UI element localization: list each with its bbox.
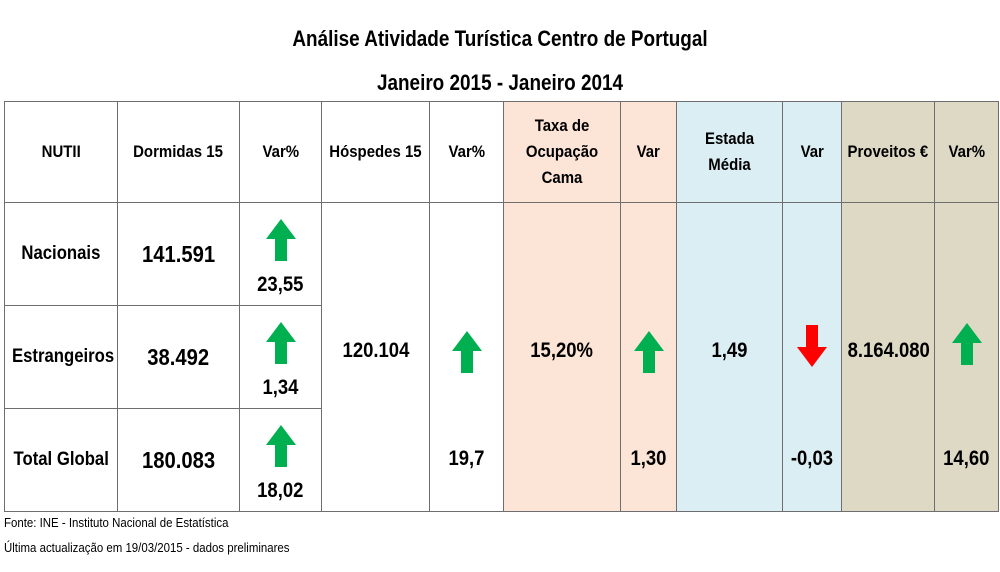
report-subtitle: Janeiro 2015 - Janeiro 2014	[376, 70, 624, 95]
proveitos-var: 14,60	[943, 447, 990, 470]
header-taxa: Taxa de Ocupação Cama	[503, 101, 621, 203]
footer-source: Fonte: INE - Instituto Nacional de Estat…	[4, 515, 229, 530]
row-label-total: Total Global	[4, 408, 118, 512]
taxa-value: 15,20%	[530, 339, 594, 362]
arrow-up-icon	[265, 425, 296, 467]
hospedes-var-cell: 19,7	[429, 202, 504, 512]
arrow-down-icon	[797, 325, 827, 367]
table-row: Total Global 180.083 18,02	[4, 408, 999, 512]
estrangeiros-dormidas: 38.492	[117, 305, 240, 409]
header-estada: Estada Média	[676, 101, 783, 203]
header-var-1: Var	[620, 101, 677, 203]
header-row: NUTII Dormidas 15 Var% Hóspedes 15 Var% …	[4, 101, 999, 203]
taxa-cell: 15,20%	[503, 202, 621, 512]
nacionais-dormidas: 141.591	[117, 202, 240, 306]
header-var-pct-2: Var%	[429, 101, 504, 203]
header-dormidas: Dormidas 15	[117, 101, 240, 203]
header-proveitos: Proveitos €	[841, 101, 935, 203]
taxa-var: 1,30	[630, 447, 667, 470]
header-var-pct-1: Var%	[239, 101, 322, 203]
estada-var: -0,03	[790, 447, 834, 470]
report-title: Análise Atividade Turística Centro de Po…	[292, 26, 708, 51]
table-row: Estrangeiros 38.492 1,34	[4, 305, 999, 409]
header-var-pct-3: Var%	[934, 101, 999, 203]
table-row: Nacionais 141.591 23,55 120.104 120.104 …	[4, 202, 999, 512]
hospedes-cell: 120.104 120.104	[321, 202, 430, 512]
header-nutii: NUTII	[4, 101, 118, 203]
row-label-nacionais: Nacionais	[4, 202, 118, 306]
estada-var-cell: -0,03	[782, 202, 842, 512]
taxa-var-cell: 1,30	[620, 202, 677, 512]
footer-updated: Última actualização em 19/03/2015 - dado…	[4, 540, 290, 555]
arrow-up-icon	[451, 331, 482, 373]
estada-value: 1,49	[711, 339, 748, 362]
arrow-up-icon	[265, 219, 296, 261]
estrangeiros-var-cell: 1,34	[239, 305, 322, 409]
nacionais-var-cell: 23,55	[239, 202, 322, 306]
proveitos-cell: 8.164.080	[841, 202, 935, 512]
total-dormidas: 180.083	[117, 408, 240, 512]
estada-cell: 1,49	[676, 202, 783, 512]
arrow-up-icon	[951, 323, 982, 365]
hospedes-var: 19,7	[448, 447, 485, 470]
total-var-cell: 18,02	[239, 408, 322, 512]
arrow-up-icon	[633, 331, 664, 373]
proveitos-var-cell: 14,60	[934, 202, 999, 512]
header-hospedes: Hóspedes 15	[321, 101, 430, 203]
tourism-table: NUTII Dormidas 15 Var% Hóspedes 15 Var% …	[4, 101, 999, 512]
proveitos-value: 8.164.080	[847, 339, 930, 362]
arrow-up-icon	[265, 322, 296, 364]
hospedes-value: 120.104	[342, 339, 409, 362]
row-label-estrangeiros: Estrangeiros	[4, 305, 118, 409]
header-var-2: Var	[782, 101, 842, 203]
